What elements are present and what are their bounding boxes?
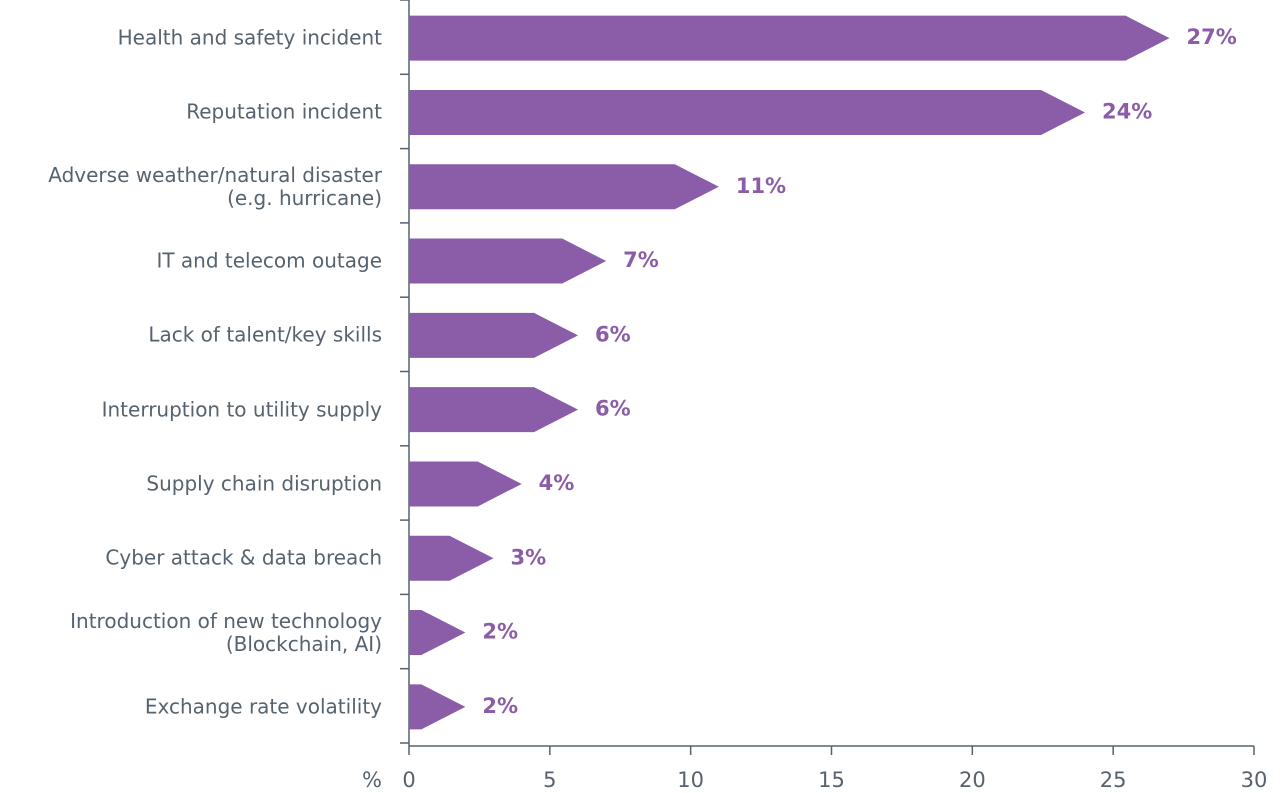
bar (409, 89, 1085, 135)
x-tick-label: 0 (402, 768, 415, 792)
x-tick-label: 10 (677, 768, 704, 792)
bar (409, 164, 719, 210)
bar (409, 461, 522, 507)
value-label: 11% (736, 174, 786, 198)
bar (409, 312, 578, 358)
category-label: Adverse weather/natural disaster (e.g. h… (48, 162, 382, 210)
category-label: Interruption to utility supply (101, 397, 382, 422)
value-label: 7% (623, 248, 659, 272)
category-label: Exchange rate volatility (144, 694, 382, 719)
bar (409, 238, 607, 284)
x-axis-label: % (362, 768, 382, 792)
value-label: 2% (482, 620, 518, 644)
category-label: Supply chain disruption (146, 471, 382, 496)
x-tick-label: 5 (543, 768, 556, 792)
value-label: 6% (595, 397, 631, 421)
x-tick-label: 15 (818, 768, 845, 792)
bar (409, 610, 466, 656)
category-label: Introduction of new technology (Blockcha… (70, 608, 382, 656)
value-label: 27% (1187, 25, 1237, 49)
bar (409, 15, 1170, 61)
x-tick-label: 30 (1241, 768, 1268, 792)
value-label: 3% (511, 545, 547, 569)
bar (409, 387, 578, 433)
category-label: Lack of talent/key skills (148, 322, 382, 347)
bar (409, 684, 466, 730)
category-label: Health and safety incident (117, 25, 382, 50)
x-tick-label: 25 (1100, 768, 1127, 792)
value-label: 24% (1102, 99, 1152, 123)
value-label: 6% (595, 322, 631, 346)
bar (409, 535, 494, 581)
category-label: IT and telecom outage (156, 248, 382, 273)
category-label: Cyber attack & data breach (105, 545, 382, 570)
x-tick-label: 20 (959, 768, 986, 792)
value-label: 4% (539, 471, 575, 495)
category-label: Reputation incident (186, 99, 382, 124)
value-label: 2% (482, 694, 518, 718)
